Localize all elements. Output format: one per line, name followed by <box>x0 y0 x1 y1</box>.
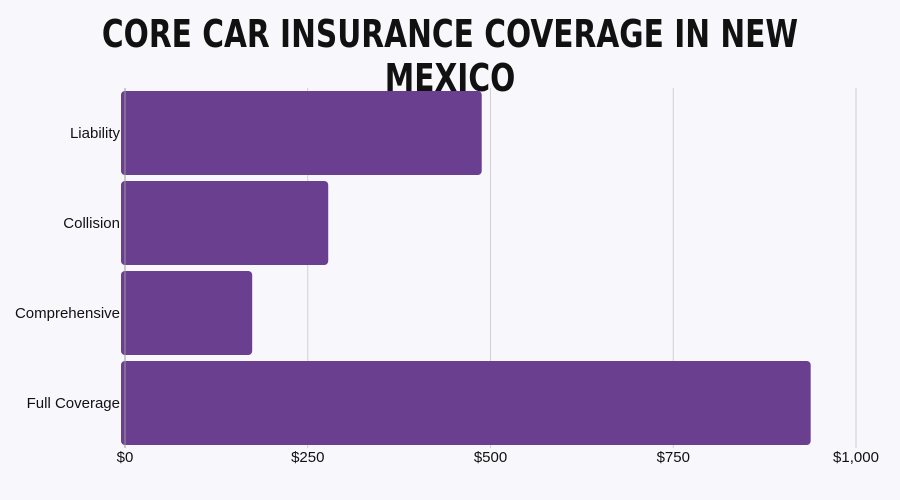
bar-collision <box>121 181 329 265</box>
bar-liability <box>121 91 482 175</box>
category-label: Collision <box>63 215 120 232</box>
x-tick-label: $500 <box>474 449 507 466</box>
bar-comprehensive <box>121 271 253 355</box>
category-label: Full Coverage <box>27 395 120 412</box>
bars <box>121 91 811 445</box>
chart-title: CORE CAR INSURANCE COVERAGE IN NEW MEXIC… <box>101 12 799 100</box>
x-tick-label: $0 <box>117 449 134 466</box>
bar-full-coverage <box>121 361 811 445</box>
x-tick-label: $250 <box>291 449 324 466</box>
category-labels: Liability Collision Comprehensive Full Cove… <box>15 125 121 412</box>
x-tick-label: $1,000 <box>833 449 879 466</box>
x-tick-labels: $0 $250 $500 $750 $1,000 <box>117 449 879 466</box>
category-label: Comprehensive <box>15 305 120 322</box>
x-tick-label: $750 <box>657 449 690 466</box>
category-label: Liability <box>70 125 121 142</box>
